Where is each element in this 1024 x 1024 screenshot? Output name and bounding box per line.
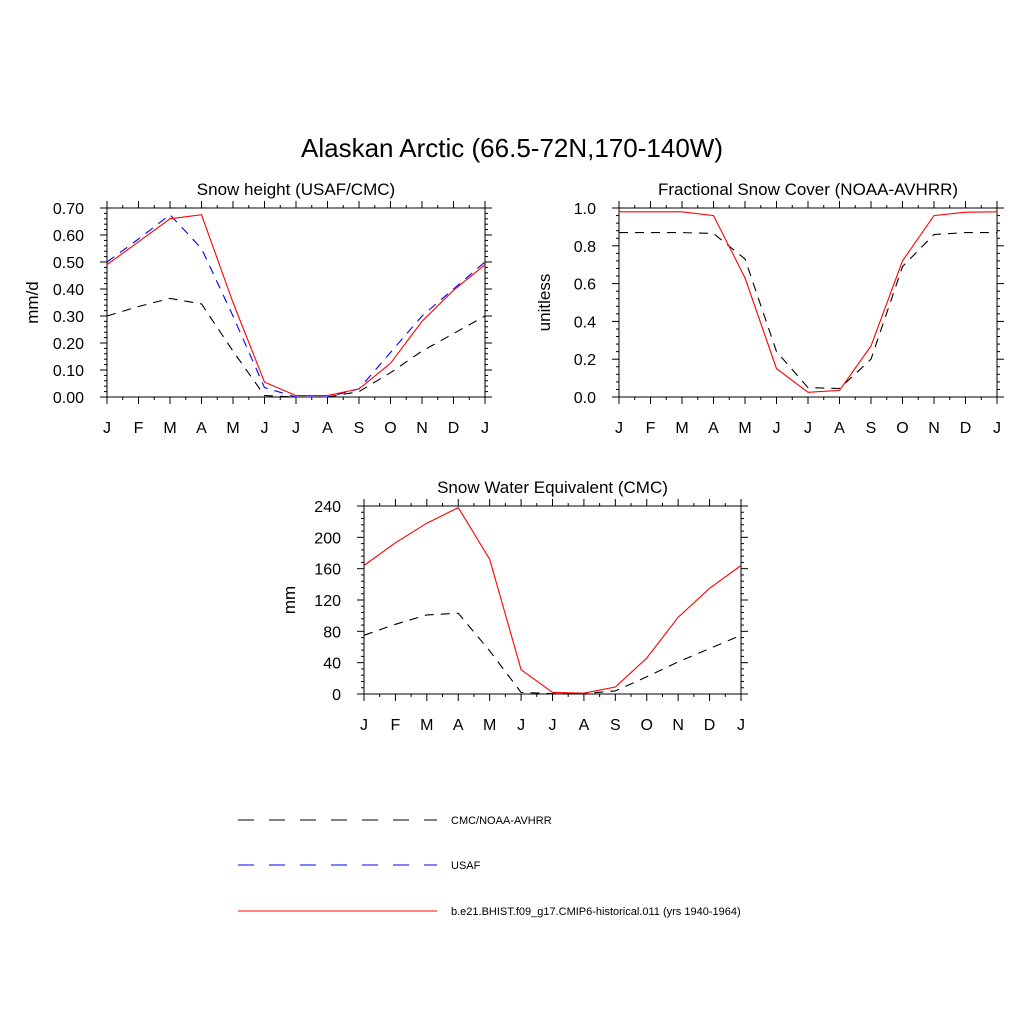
- x-tick-label: D: [704, 717, 716, 734]
- x-tick-label: J: [103, 420, 111, 437]
- x-tick-label: M: [675, 420, 688, 437]
- y-tick-label: 80: [323, 624, 341, 641]
- series-line-b-e21-bhist-f09-g17-cmip6-historical-011-yrs-1940-1964: [619, 211, 998, 393]
- x-tick-label: A: [708, 420, 719, 437]
- y-tick-label: 0.50: [53, 255, 84, 272]
- y-tick-label: 0.2: [574, 352, 596, 369]
- y-tick-label: 40: [323, 656, 341, 673]
- y-tick-label: 0.6: [574, 277, 596, 294]
- x-tick-label: J: [481, 420, 489, 437]
- x-tick-label: J: [615, 420, 623, 437]
- y-tick-label: 0.70: [53, 201, 84, 218]
- y-tick-label: 0.8: [574, 239, 596, 256]
- panel-3: Snow Water Equivalent (CMC) mm J F M A M J J A S O N…: [280, 478, 748, 734]
- legend-label: USAF: [451, 860, 481, 872]
- plot-frame: [363, 505, 742, 695]
- y-tick-label: 160: [314, 562, 341, 579]
- x-tick-label: J: [292, 420, 300, 437]
- x-tick-label: O: [641, 717, 653, 734]
- panel-1: Snow height (USAF/CMC) mm/d J F M A M J J A S O N D J 0…: [23, 180, 492, 437]
- x-tick-label: M: [163, 420, 176, 437]
- x-tick-label: S: [354, 420, 365, 437]
- x-tick-label: S: [610, 717, 621, 734]
- legend-label: b.e21.BHIST.f09_g17.CMIP6-historical.011…: [451, 906, 741, 918]
- y-axis-label: unitless: [535, 274, 554, 332]
- series-line-cmc-noaa-avhrr: [106, 297, 486, 398]
- x-tick-label: F: [134, 420, 144, 437]
- series-line-usaf: [106, 213, 486, 398]
- plot-frame: [618, 207, 998, 398]
- y-tick-label: 0.30: [53, 309, 84, 326]
- x-tick-label: N: [416, 420, 428, 437]
- x-tick-label: J: [993, 420, 1001, 437]
- x-tick-label: A: [579, 717, 590, 734]
- panel-title: Snow height (USAF/CMC): [197, 180, 395, 199]
- series-line-cmc-noaa-avhrr: [363, 612, 742, 695]
- y-tick-label: 0.0: [574, 390, 596, 407]
- x-tick-label: M: [226, 420, 239, 437]
- x-tick-label: O: [384, 420, 396, 437]
- series-line-cmc-noaa-avhrr: [619, 232, 997, 390]
- x-tick-label: J: [737, 717, 745, 734]
- x-tick-label: M: [738, 420, 751, 437]
- x-tick-label: F: [646, 420, 656, 437]
- y-tick-label: 200: [314, 530, 341, 547]
- x-tick-label: A: [322, 420, 333, 437]
- x-tick-label: J: [360, 717, 368, 734]
- y-tick-label: 0.00: [53, 390, 84, 407]
- y-tick-label: 0.4: [574, 314, 596, 331]
- x-tick-label: J: [261, 420, 269, 437]
- x-tick-label: O: [896, 420, 908, 437]
- y-tick-label: 240: [314, 499, 341, 516]
- panel-2: Fractional Snow Cover (NOAA-AVHRR) unitle…: [535, 180, 1004, 437]
- y-tick-label: 1.0: [574, 201, 596, 218]
- x-tick-label: J: [804, 420, 812, 437]
- y-tick-label: 0.40: [53, 282, 84, 299]
- x-tick-label: J: [773, 420, 781, 437]
- panel-title: Snow Water Equivalent (CMC): [437, 478, 668, 497]
- legend: CMC/NOAA-AVHRR USAF b.e21.BHIST.f09_g17.CM…: [238, 815, 741, 918]
- x-tick-label: A: [834, 420, 845, 437]
- x-tick-label: F: [391, 717, 401, 734]
- x-tick-label: M: [420, 717, 433, 734]
- y-tick-label: 0.20: [53, 336, 84, 353]
- x-tick-label: J: [549, 717, 557, 734]
- figure-title: Alaskan Arctic (66.5-72N,170-140W): [301, 133, 723, 163]
- y-axis-label: mm: [280, 586, 299, 614]
- x-tick-label: A: [453, 717, 464, 734]
- y-tick-label: 0.60: [53, 228, 84, 245]
- x-tick-label: N: [928, 420, 940, 437]
- x-tick-label: D: [960, 420, 972, 437]
- legend-label: CMC/NOAA-AVHRR: [451, 815, 552, 827]
- x-tick-label: A: [196, 420, 207, 437]
- x-tick-label: N: [672, 717, 684, 734]
- x-tick-label: S: [866, 420, 877, 437]
- y-tick-label: 120: [314, 593, 341, 610]
- panel-title: Fractional Snow Cover (NOAA-AVHRR): [658, 180, 958, 199]
- x-tick-label: M: [483, 717, 496, 734]
- x-tick-label: D: [448, 420, 460, 437]
- plot-frame: [106, 207, 486, 398]
- y-tick-label: 0: [332, 687, 341, 704]
- series-line-b-e21-bhist-f09-g17-cmip6-historical-011-yrs-1940-1964: [106, 214, 486, 397]
- panels: Snow height (USAF/CMC) mm/d J F M A M J J A S O N D J 0…: [23, 180, 1004, 734]
- y-tick-label: 0.10: [53, 363, 84, 380]
- y-axis-label: mm/d: [23, 281, 42, 324]
- series-line-b-e21-bhist-f09-g17-cmip6-historical-011-yrs-1940-1964: [363, 506, 742, 694]
- x-tick-label: J: [517, 717, 525, 734]
